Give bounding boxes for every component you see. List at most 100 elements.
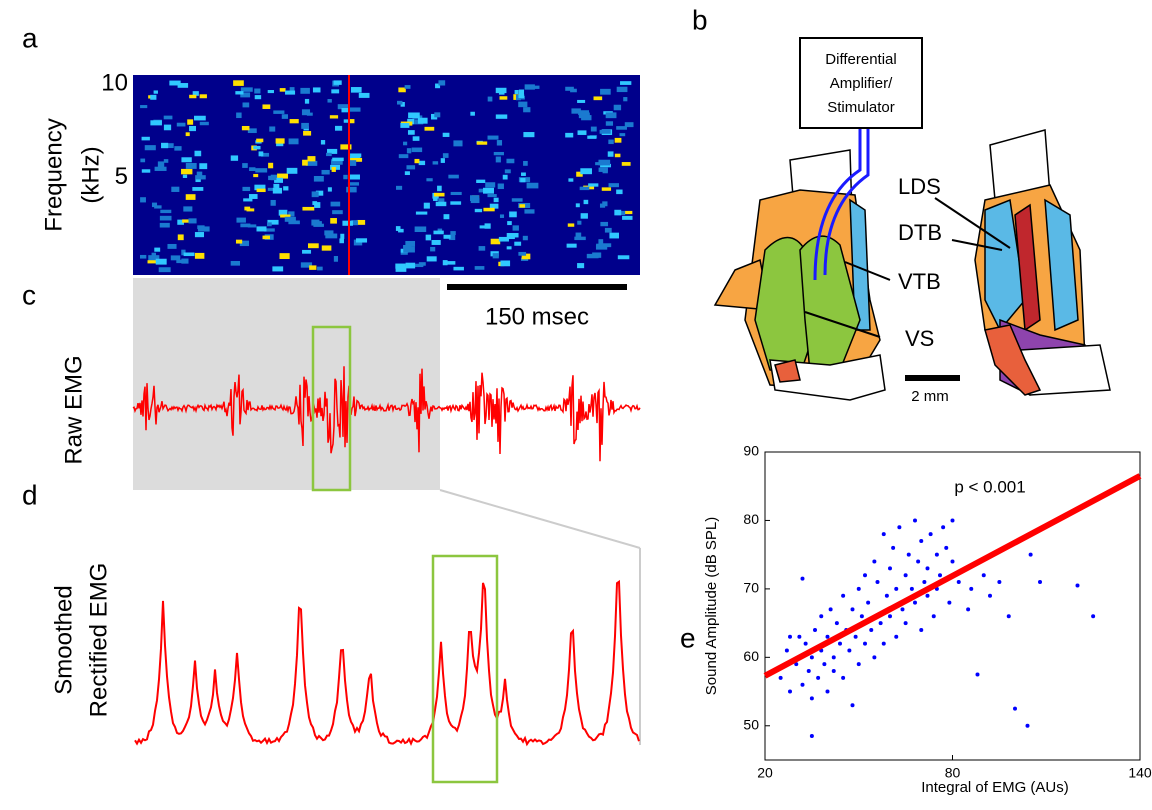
- spectro-blob: [430, 246, 436, 252]
- spectro-blob: [418, 160, 426, 166]
- spectro-blob: [406, 165, 416, 170]
- scatter-point: [869, 627, 874, 632]
- spectro-blob: [341, 107, 349, 113]
- spectro-blob: [312, 221, 322, 226]
- spectro-blob: [256, 138, 264, 143]
- spectro-blob: [199, 163, 208, 170]
- y-tick-label: 5: [115, 163, 128, 190]
- spectro-blob: [496, 140, 503, 146]
- scatter-point: [881, 532, 886, 537]
- scatter-point: [913, 518, 917, 523]
- spectro-blob: [350, 153, 362, 158]
- spectro-blob: [327, 148, 338, 154]
- spectro-blob: [187, 119, 194, 125]
- spectro-blob: [150, 120, 162, 126]
- spectro-blob: [358, 92, 370, 98]
- spectro-blob: [181, 249, 186, 256]
- spectro-blob: [194, 252, 205, 259]
- spectro-blob: [600, 163, 612, 168]
- scatter-point: [816, 675, 821, 680]
- spectro-blob: [240, 87, 253, 92]
- spectro-blob: [593, 96, 603, 101]
- scatter-point: [969, 586, 974, 591]
- spectro-blob: [453, 140, 463, 147]
- scale-label: 150 msec: [485, 303, 589, 330]
- spectro-blob: [240, 92, 251, 98]
- scatter-point: [1013, 706, 1017, 711]
- spectro-blob: [285, 90, 296, 95]
- spectro-blob: [575, 232, 582, 239]
- panel-label: c: [22, 279, 36, 310]
- smoothed-emg: [134, 579, 640, 747]
- spectro-blob: [521, 253, 531, 260]
- spectro-blob: [249, 167, 256, 172]
- y-label: Smoothed: [50, 585, 77, 694]
- spectro-blob: [331, 89, 340, 94]
- spectro-blob: [236, 217, 246, 223]
- spectro-blob: [438, 80, 446, 86]
- spectro-blob: [235, 91, 244, 95]
- spectro-blob: [476, 141, 488, 145]
- spectro-blob: [435, 83, 441, 89]
- spectro-blob: [498, 89, 505, 95]
- spectro-blob: [194, 115, 206, 121]
- spectro-blob: [268, 175, 277, 181]
- spectro-blob: [192, 187, 204, 191]
- spectro-blob: [621, 162, 631, 166]
- spectro-blob: [400, 123, 410, 128]
- scatter-point: [803, 641, 808, 646]
- scatter-point: [894, 634, 899, 639]
- y-tick-label: 90: [743, 443, 759, 459]
- spectro-blob: [624, 210, 633, 215]
- y-label: Frequency: [40, 118, 67, 231]
- spectro-blob: [504, 169, 511, 174]
- scatter-point: [981, 573, 986, 578]
- spectro-blob: [242, 163, 248, 168]
- spectro-blob: [233, 80, 244, 86]
- scale-label: 2 mm: [911, 388, 949, 405]
- spectro-blob: [424, 126, 435, 131]
- scatter-point: [988, 593, 992, 598]
- spectro-blob: [580, 168, 592, 175]
- scatter-point: [794, 662, 799, 667]
- spectro-blob: [574, 236, 586, 241]
- spectro-blob: [565, 86, 574, 91]
- x-label: Integral of EMG (AUs): [921, 779, 1069, 796]
- spectro-blob: [395, 226, 401, 231]
- spectro-blob: [395, 185, 403, 190]
- scatter-point: [822, 662, 827, 667]
- spectro-blob: [157, 161, 165, 168]
- spectro-blob: [588, 183, 599, 187]
- spectro-blob: [355, 238, 368, 243]
- spectro-blob: [330, 218, 337, 224]
- raw-emg: [132, 366, 641, 462]
- scatter-point: [950, 518, 955, 523]
- scatter-point: [797, 634, 802, 639]
- spectro-blob: [140, 254, 147, 259]
- spectro-blob: [333, 256, 339, 262]
- scatter-point: [788, 689, 792, 694]
- spectro-blob: [326, 152, 332, 157]
- spectro-blob: [256, 226, 267, 232]
- scatter-point: [806, 669, 811, 674]
- spectro-blob: [253, 173, 259, 178]
- spectro-blob: [571, 108, 581, 114]
- spectro-blob: [272, 266, 284, 272]
- spectro-blob: [183, 252, 195, 257]
- scatter-point: [856, 662, 861, 667]
- spectro-blob: [614, 209, 622, 216]
- spectro-blob: [288, 211, 295, 217]
- zoom-region: [133, 278, 440, 490]
- scatter-point: [819, 614, 824, 619]
- panel-label: a: [22, 22, 38, 53]
- spectro-blob: [478, 188, 484, 193]
- spectro-blob: [443, 234, 451, 239]
- spectro-blob: [407, 130, 415, 135]
- spectro-blob: [405, 240, 416, 247]
- spectro-blob: [434, 192, 445, 197]
- y-tick-label: 80: [743, 511, 759, 527]
- spectro-blob: [518, 89, 525, 96]
- spectro-blob: [177, 83, 189, 88]
- scatter-point: [966, 607, 971, 612]
